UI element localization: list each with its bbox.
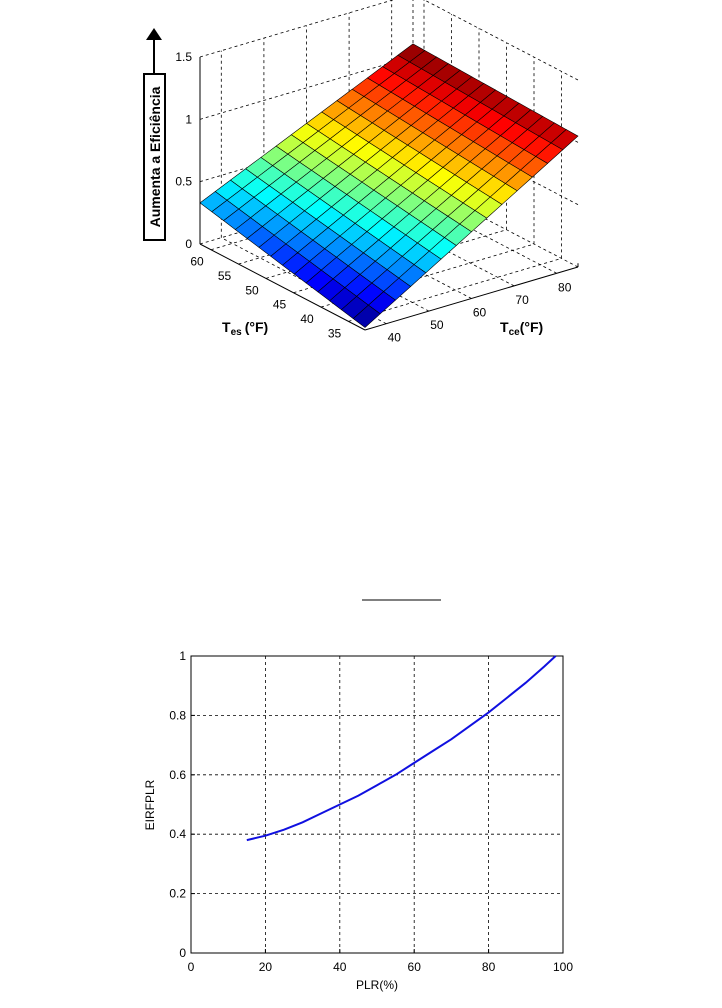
x-tick-label: 40 — [333, 960, 347, 974]
y-axis-label: EIRFPLR — [143, 779, 157, 830]
grid-line — [412, 118, 579, 206]
grid-line — [348, 258, 562, 322]
surface-cell — [352, 304, 381, 328]
tce-axis-label-main: T — [500, 319, 509, 335]
y-tick-label: 1 — [179, 649, 186, 663]
efficiency-annotation-text: Aumenta a Eficiência — [147, 86, 163, 227]
tce-tick-label: 60 — [473, 306, 487, 320]
grid-line — [348, 199, 515, 287]
tce-tick-label: 40 — [388, 331, 402, 345]
tes-tick-label: 40 — [300, 312, 314, 326]
x-tick-label: 20 — [259, 960, 273, 974]
tce-axis-label: Tce(°F) — [500, 319, 543, 338]
grid-line — [391, 186, 557, 274]
z-tick-label: 1.5 — [175, 50, 192, 64]
grid-line — [306, 212, 472, 299]
x-tick-label: 0 — [188, 960, 195, 974]
grid-line — [199, 55, 414, 120]
x-axis-label: PLR(%) — [356, 978, 398, 992]
tes-tick-label: 55 — [218, 269, 232, 283]
grid-line — [199, 180, 414, 245]
x-tick-label: 80 — [482, 960, 496, 974]
tes-tick-label: 50 — [245, 283, 259, 297]
y-axis-line — [199, 243, 366, 331]
tes-tick-label: 45 — [273, 298, 287, 312]
tes-axis-label-main: T — [222, 319, 231, 335]
efficiency-annotation-box — [143, 73, 166, 241]
x-axis-line — [364, 266, 579, 331]
grid-line — [412, 180, 579, 268]
grid-line — [199, 118, 414, 183]
y-tick-label: 0.8 — [169, 708, 186, 722]
plot-area — [190, 655, 564, 954]
grid-line — [263, 224, 430, 312]
tce-tick-label: 70 — [515, 293, 529, 307]
y-tick-label: 0.2 — [169, 887, 186, 901]
tce-axis-label-unit: (°F) — [520, 319, 543, 335]
line-gridlines — [190, 655, 564, 954]
y-tick-labels: 0 0.2 0.4 0.6 0.8 1 — [169, 649, 186, 960]
y-tick-label: 0.4 — [169, 827, 186, 841]
eirfplr-curve — [246, 655, 557, 842]
tce-tick-label: 80 — [558, 280, 572, 294]
x-tick-labels: 0 20 40 60 80 100 — [188, 960, 574, 974]
grid-line — [423, 0, 579, 81]
tes-axis-label-sub: es — [231, 327, 243, 338]
x-tick-label: 60 — [408, 960, 422, 974]
efficiency-arrow-head — [146, 28, 162, 40]
grid-line — [210, 186, 425, 251]
tes-axis-label: Tes (°F) — [222, 319, 268, 338]
line-chart: 0 20 40 60 80 100 0 0.2 0.4 0.6 0.8 1 PLR(%) EIRFP… — [143, 649, 573, 992]
grid-line — [199, 0, 395, 58]
surface-tick-labels: 0 0.5 1 1.5 35 40 45 50 55 60 40 50 60 70 80 — [175, 50, 571, 345]
y-tick-label: 0.6 — [169, 768, 186, 782]
tes-tick-label: 35 — [328, 326, 342, 340]
y-tick-label: 0 — [179, 946, 186, 960]
tes-tick-label: 60 — [190, 255, 204, 269]
tce-axis-label-sub: ce — [509, 327, 521, 338]
z-tick-label: 0.5 — [175, 175, 192, 189]
z-tick-label: 1 — [185, 112, 192, 126]
tes-axis-label-unit: (°F) — [245, 319, 268, 335]
surface-mesh — [199, 43, 579, 328]
tce-tick-label: 50 — [430, 318, 444, 332]
z-tick-label: 0 — [185, 237, 192, 251]
x-tick-label: 100 — [553, 960, 573, 974]
